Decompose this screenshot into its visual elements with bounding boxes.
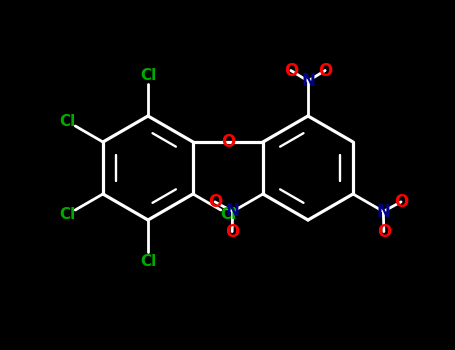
Text: Cl: Cl xyxy=(220,207,237,222)
Text: O: O xyxy=(225,223,239,240)
Text: O: O xyxy=(318,62,332,79)
Text: O: O xyxy=(208,193,222,211)
Text: Cl: Cl xyxy=(140,68,156,83)
Text: O: O xyxy=(284,62,298,79)
Text: Cl: Cl xyxy=(59,114,76,129)
Text: O: O xyxy=(221,133,235,151)
Text: Cl: Cl xyxy=(59,207,76,222)
Text: Cl: Cl xyxy=(140,253,156,268)
Text: N: N xyxy=(226,203,240,220)
Text: N: N xyxy=(376,203,390,220)
Text: O: O xyxy=(377,223,391,240)
Text: N: N xyxy=(301,72,315,90)
Text: O: O xyxy=(394,193,408,211)
